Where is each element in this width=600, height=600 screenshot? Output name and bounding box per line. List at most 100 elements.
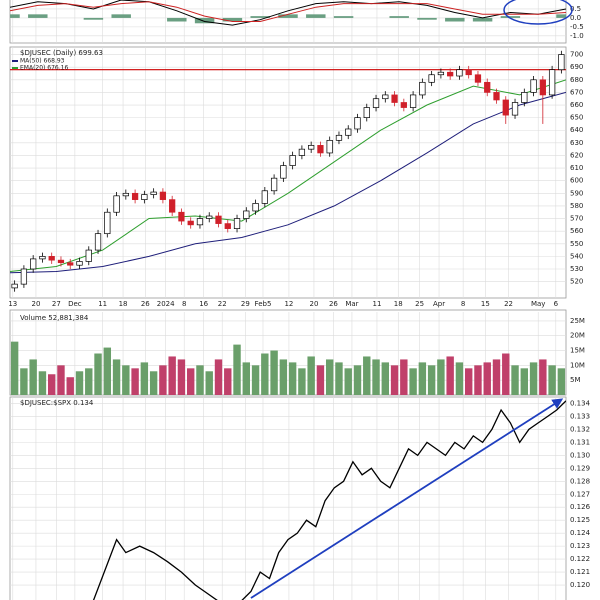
volume-bar [131, 368, 139, 395]
candle-body [122, 192, 129, 197]
y-tick-label: 0.121 [570, 568, 590, 576]
y-tick-label: 690 [570, 63, 583, 71]
volume-bar [483, 362, 491, 395]
candle-body [85, 249, 92, 262]
histogram-bar [10, 14, 20, 18]
volume-bar [548, 365, 556, 395]
panel-title: $DJUSEC (Daily) 699.63 [20, 49, 103, 57]
volume-bar [47, 374, 56, 395]
volume-bar [85, 368, 93, 395]
histogram-bar [389, 16, 409, 18]
y-tick-label: 15M [570, 347, 585, 355]
volume-bar [205, 371, 213, 395]
candle-body [243, 210, 250, 219]
volume-bar [557, 368, 566, 395]
y-tick-label: 700 [570, 51, 583, 59]
candle-body [502, 99, 509, 116]
candle-body [113, 195, 120, 213]
candle-body [484, 81, 491, 93]
histogram-bar [306, 14, 326, 18]
y-tick-label: 0.129 [570, 464, 590, 472]
x-tick-label: 26 [329, 300, 338, 308]
y-tick-label: 0.125 [570, 516, 590, 524]
candle-body [289, 155, 296, 166]
volume-bar [446, 356, 454, 395]
candle-body [48, 256, 55, 261]
volume-bar [520, 368, 529, 395]
volume-bar [242, 362, 251, 395]
candle-body [57, 259, 65, 264]
volume-bar [492, 359, 501, 395]
volume-bar [122, 365, 130, 395]
volume-bar [168, 356, 176, 395]
candle-body [67, 262, 74, 266]
histogram-bar [278, 14, 298, 18]
candle-body [159, 191, 167, 200]
candle-body [224, 223, 231, 229]
histogram-bar [167, 17, 187, 22]
legend-label: MA(50) 668.93 [20, 58, 65, 65]
candle-body [150, 191, 157, 195]
highlight-ellipse [503, 0, 573, 25]
y-tick-label: 0.134 [570, 399, 591, 407]
candle-body [372, 98, 380, 108]
volume-bar [502, 353, 510, 395]
y-tick-label: 670 [570, 88, 583, 96]
series-line [92, 400, 566, 600]
x-tick-label: 20 [309, 300, 318, 308]
candle-body [206, 215, 213, 219]
histogram-bar [28, 14, 48, 18]
y-tick-label: 580 [570, 202, 583, 210]
panel-layer [10, 0, 566, 43]
y-tick-label: -0.5 [570, 23, 584, 31]
y-tick-label: 600 [570, 177, 583, 185]
candle-body [30, 258, 37, 270]
y-tick-label: 0.124 [570, 529, 591, 537]
candle-body [539, 79, 546, 96]
volume-bar [57, 365, 65, 395]
y-tick-label: 0.130 [570, 451, 590, 459]
volume-bar [400, 359, 408, 395]
y-tick-label: 0.123 [570, 542, 590, 550]
candle-body [196, 218, 204, 226]
series-line [10, 79, 566, 272]
histogram-bar [194, 17, 215, 24]
histogram-bar [222, 17, 243, 22]
x-tick-label: 22 [504, 300, 513, 308]
volume-bar [474, 365, 482, 395]
candle-body [474, 74, 482, 83]
x-tick-label: May [531, 300, 545, 308]
x-tick-label: Apr [433, 300, 445, 308]
y-tick-label: 610 [570, 164, 583, 172]
volume-bar [233, 344, 241, 395]
y-tick-label: 0.0 [570, 14, 581, 22]
y-tick-label: 10M [570, 361, 585, 369]
volume-bar [464, 368, 473, 395]
volume-bar [29, 359, 37, 395]
candle-body [317, 145, 324, 154]
candle-body [298, 148, 306, 156]
y-tick-label: 0.133 [570, 412, 590, 420]
price-panel [9, 46, 567, 299]
x-tick-label: 12 [284, 300, 293, 308]
y-tick-label: 530 [570, 265, 583, 273]
histogram-bar [111, 14, 131, 18]
volume-bar [288, 362, 297, 395]
candle-body [326, 139, 333, 154]
candle-body [131, 192, 139, 200]
candle-body [428, 74, 435, 83]
volume-bar [94, 353, 102, 395]
volume-bar [325, 359, 334, 395]
y-tick-label: 5M [570, 376, 581, 384]
x-tick-label: 13 [8, 300, 17, 308]
volume-bar [196, 365, 204, 395]
x-tick-label: 11 [372, 300, 381, 308]
y-tick-label: -1.0 [570, 32, 584, 40]
candle-body [530, 79, 537, 93]
volume-bar [437, 359, 445, 395]
x-tick-label: 27 [52, 300, 61, 308]
candle-body [335, 134, 343, 141]
x-tick-label: Feb5 [255, 300, 272, 308]
x-tick-label: 2024 [157, 300, 175, 308]
volume-bar [279, 359, 288, 395]
